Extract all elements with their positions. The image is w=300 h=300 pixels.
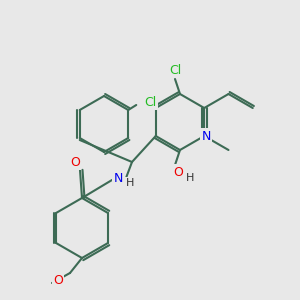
Text: N: N bbox=[113, 172, 123, 184]
Text: Cl: Cl bbox=[144, 95, 156, 109]
Text: Cl: Cl bbox=[169, 64, 181, 76]
Text: O: O bbox=[53, 274, 63, 287]
Text: O: O bbox=[70, 155, 80, 169]
Text: H: H bbox=[186, 173, 194, 183]
Text: H: H bbox=[126, 178, 134, 188]
Text: N: N bbox=[202, 130, 211, 142]
Text: O: O bbox=[173, 166, 183, 178]
